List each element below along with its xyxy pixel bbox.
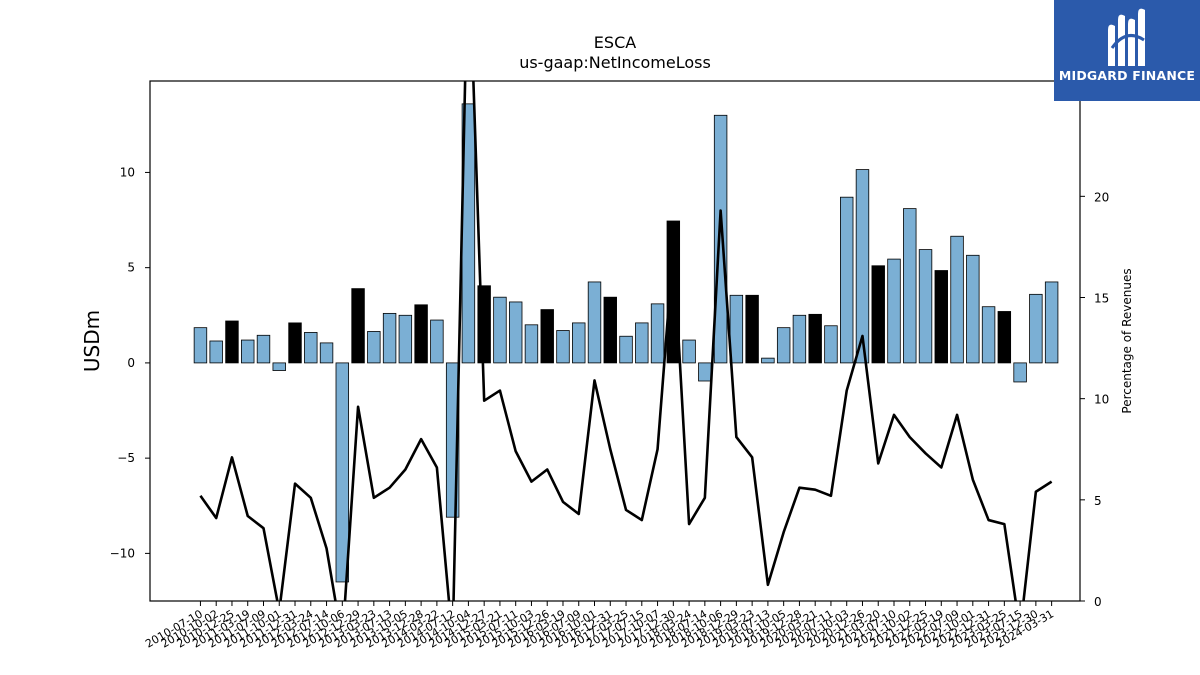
bar [398,314,413,364]
bar [288,322,302,364]
y-tick-label: 0 [127,356,135,370]
y2-tick-label: 20 [1094,190,1109,204]
bar [776,327,791,364]
y2-tick-label: 10 [1094,393,1109,407]
bar [682,339,696,364]
bar [792,314,807,364]
y2-axis-label: Percentage of Revenues [1120,268,1134,413]
bar [572,322,586,364]
bar [840,196,854,364]
bar [335,362,350,583]
bar [729,294,744,364]
y2-tick-label: 5 [1094,494,1102,508]
bar [430,319,444,364]
bar [871,265,885,364]
bar [1013,362,1027,383]
bar [556,330,570,364]
y-tick-label: −10 [110,546,135,560]
bar [808,313,822,364]
y-tick-label: 10 [120,165,135,179]
midgard-logo-icon [1108,8,1145,67]
bar [209,340,223,364]
bar [698,362,712,382]
y2-tick-label: 0 [1094,595,1102,609]
bar [382,312,397,364]
y-tick-label: −5 [117,451,135,465]
bar [950,235,964,364]
bar [351,288,365,364]
bar [635,322,649,364]
bar [903,208,917,364]
bar [745,294,759,364]
bar [887,258,901,364]
bar [225,320,239,364]
bar [1029,293,1043,364]
bar [272,362,286,371]
percentage-line [199,81,1053,601]
y-tick-label: 5 [127,261,135,275]
bar [918,249,933,364]
bar [493,296,507,364]
bar [367,331,381,364]
line-series-group [199,81,1053,601]
bar [256,334,271,364]
bar [619,335,633,364]
plot-frame [149,80,1081,602]
bar [540,309,554,364]
bar [666,220,681,364]
bar [934,270,948,364]
bar [603,296,617,364]
bar [761,357,775,364]
bar [508,301,523,364]
bar [319,342,334,364]
bar [587,281,602,364]
chart-title: ESCA [594,33,636,52]
bar [981,306,996,364]
bar [524,324,539,364]
bar [997,311,1012,364]
bar [713,114,728,364]
bar [304,332,318,364]
bar [855,169,870,364]
y2-tick-label: 15 [1094,291,1109,305]
axes: −10−5051005101520252010-07-102010-10-022… [110,80,1109,651]
bar [241,339,255,364]
bar [966,254,980,364]
midgard-finance-logo: MIDGARD FINANCE [1054,0,1200,101]
bar [824,325,838,364]
bar [414,304,428,364]
bar-series [193,103,1059,583]
y-axis-label: USDm [80,310,104,372]
chart-subtitle: us-gaap:NetIncomeLoss [519,53,711,72]
bar [193,327,208,364]
logo-text: MIDGARD FINANCE [1058,68,1196,83]
bar [1044,281,1059,364]
bar [650,303,665,364]
